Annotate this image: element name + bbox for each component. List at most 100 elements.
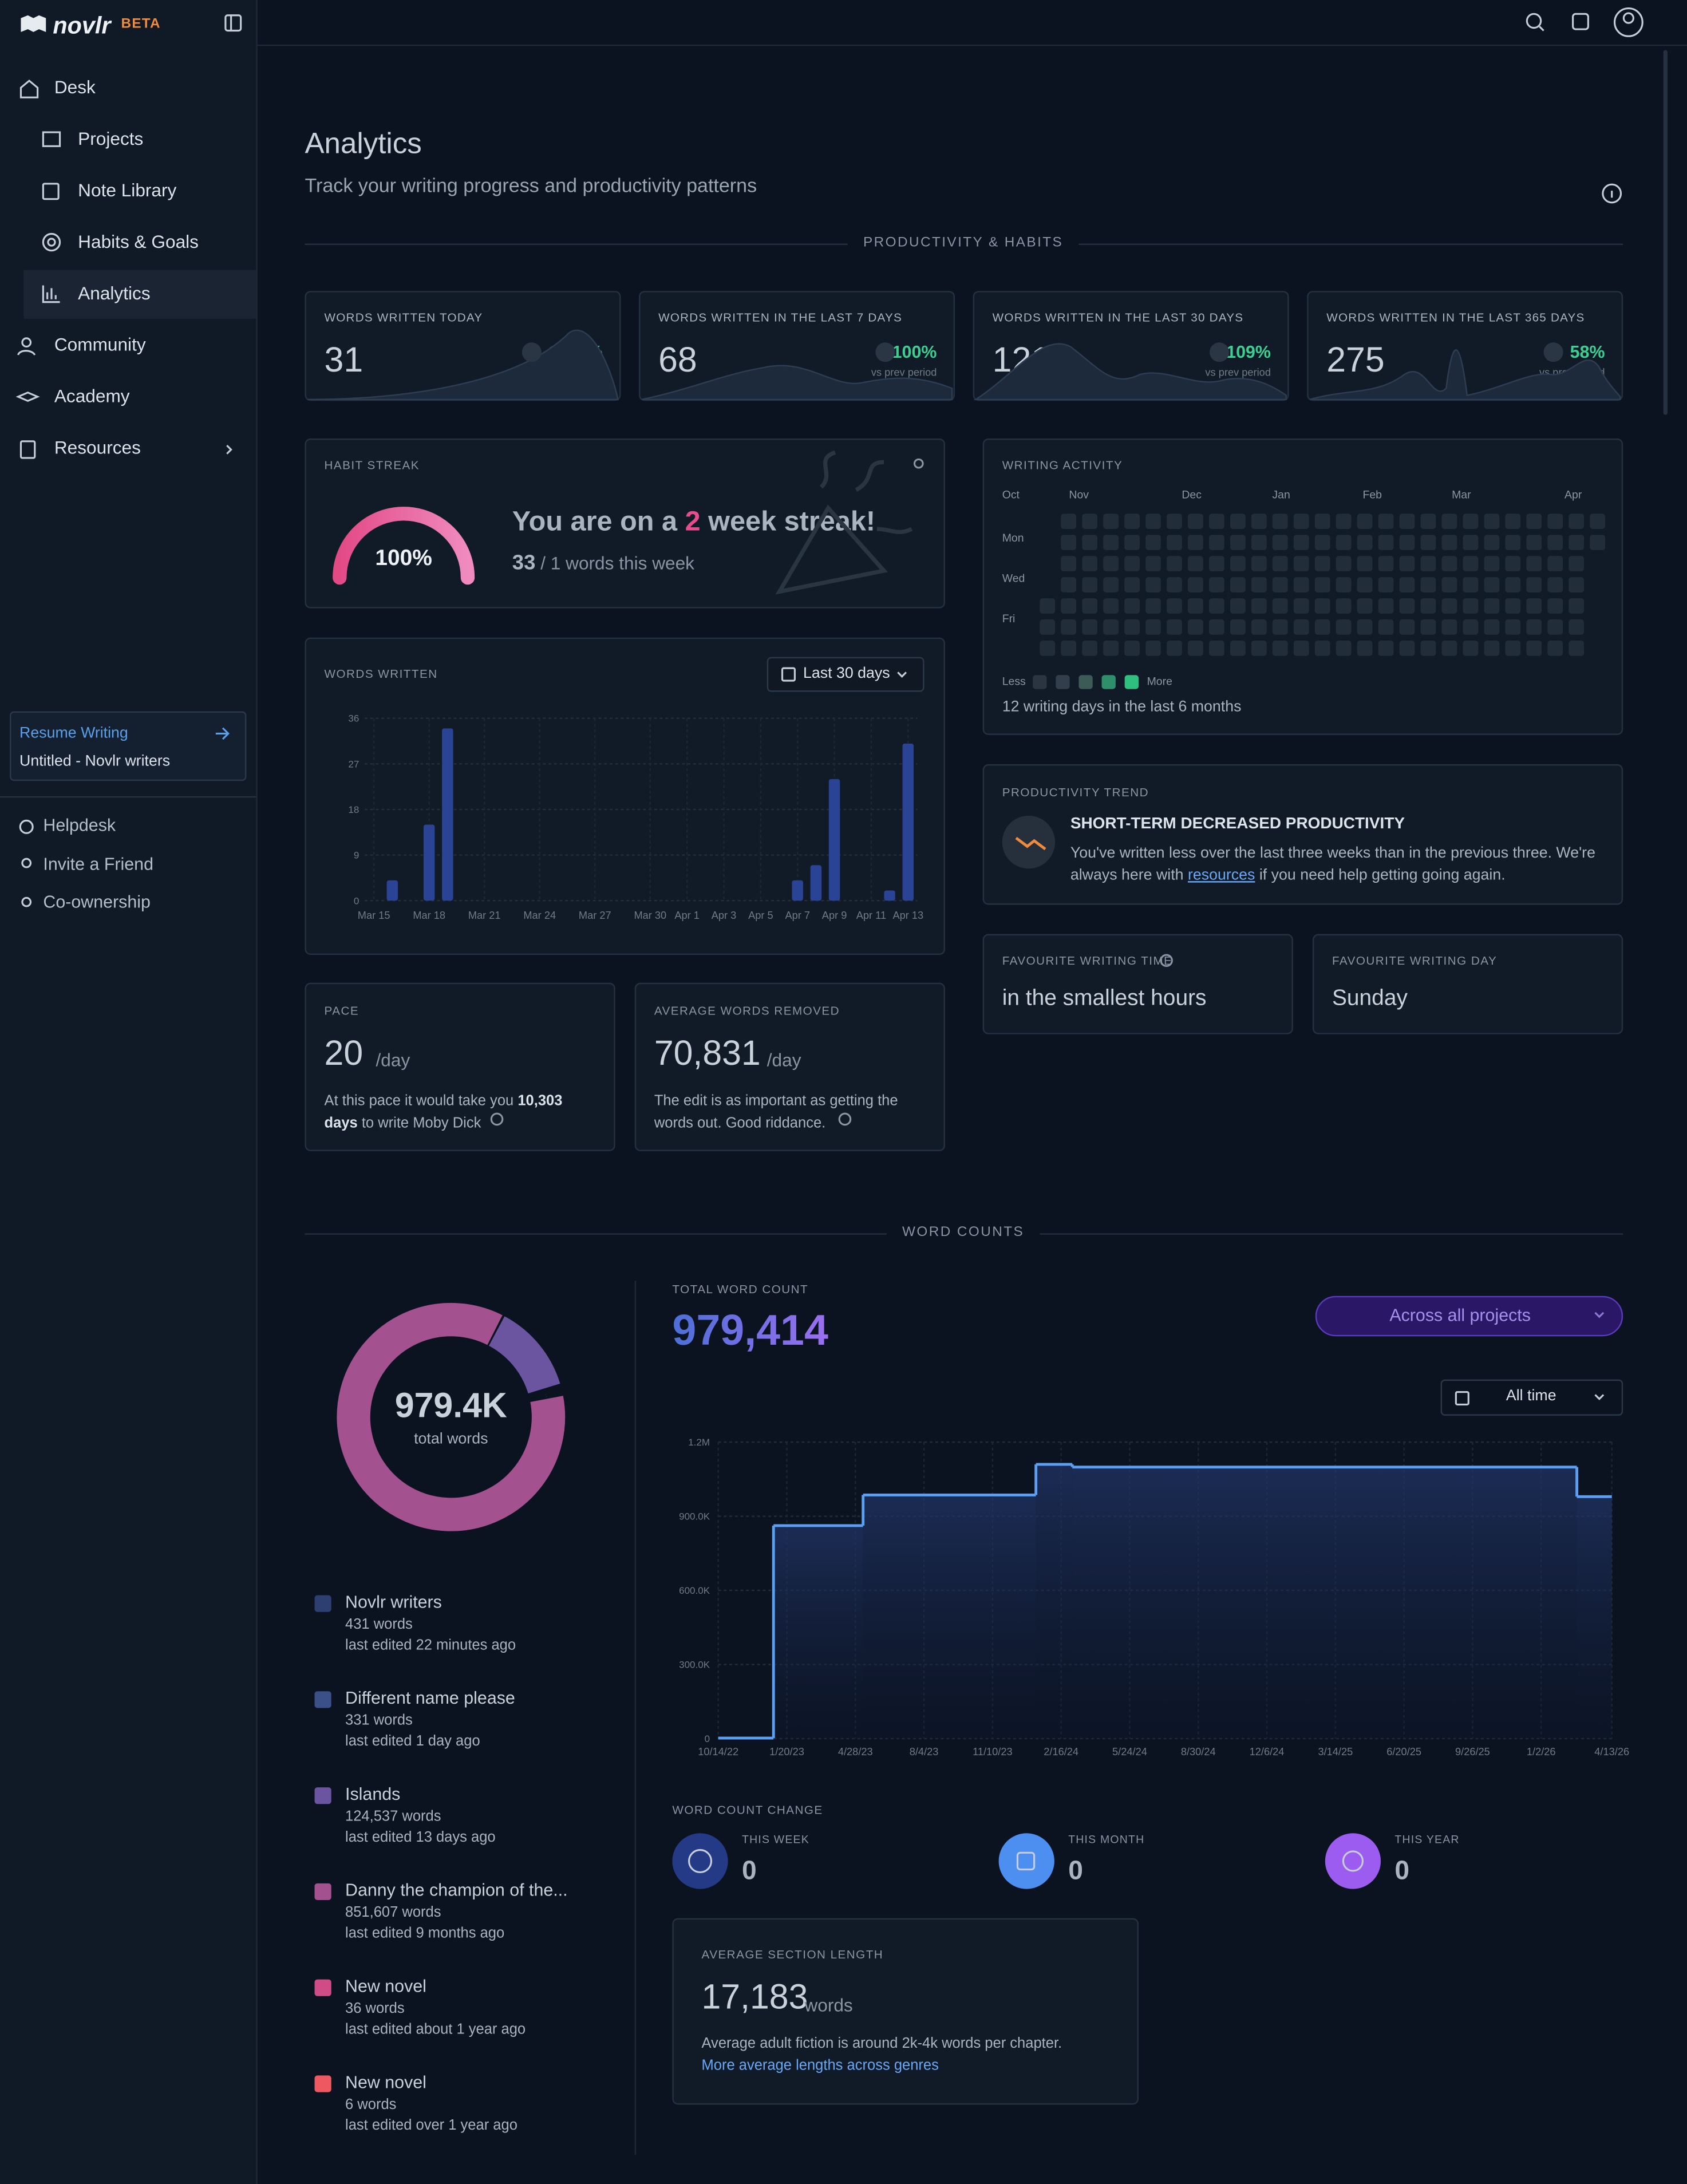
bar [884,890,895,901]
y-tick-label: 900.0K [679,1511,710,1522]
heat-cell [1547,598,1563,614]
heat-cell [1209,556,1224,571]
heat-cell [1124,535,1140,550]
heat-cell [1145,641,1161,656]
heat-cell [1294,619,1309,635]
bar [811,865,821,901]
heat-cell [1124,598,1140,614]
heat-cell [1188,641,1203,656]
y-tick-label: 9 [354,850,359,861]
heat-cell [1315,598,1330,614]
heat-cell [1315,577,1330,593]
heat-cell [1526,577,1542,593]
heat-cell [1273,535,1288,550]
bar [387,880,398,901]
heat-cell [1442,619,1457,635]
heat-cell [1188,514,1203,529]
heat-cell [1357,641,1373,656]
heat-cell [1251,577,1267,593]
area-segment [863,1495,1036,1739]
x-tick-label: 10/14/22 [698,1745,738,1758]
heat-cell [1124,577,1140,593]
heat-cell [1315,619,1330,635]
heat-cell [1315,556,1330,571]
x-tick-label: 8/4/23 [910,1745,939,1758]
x-tick-label: 3/14/25 [1318,1745,1353,1758]
heat-cell [1103,577,1119,593]
heat-cell [1188,577,1203,593]
heat-cell [1442,514,1457,529]
x-tick-label: 6/20/25 [1386,1745,1421,1758]
y-tick-label: 0 [705,1733,710,1744]
x-tick-label: 1/2/26 [1527,1745,1556,1758]
heat-cell [1209,598,1224,614]
heat-cell [1336,598,1352,614]
heat-cell [1463,535,1479,550]
heat-cell [1463,577,1479,593]
heat-cell [1421,619,1436,635]
y-tick-label: 27 [348,759,359,769]
donut-segment [497,1331,544,1388]
heat-cell [1188,619,1203,635]
x-tick-label: 9/26/25 [1455,1745,1490,1758]
heat-cell [1273,556,1288,571]
x-tick-label: 5/24/24 [1112,1745,1147,1758]
heat-cell [1547,535,1563,550]
y-tick-label: 600.0K [679,1585,710,1596]
heat-cell [1336,535,1352,550]
gauge-track [339,514,468,578]
heat-cell [1569,556,1584,571]
heat-cell [1167,641,1182,656]
heat-cell [1400,514,1415,529]
area-segment [1072,1467,1577,1739]
heat-cell [1378,598,1394,614]
heat-cell [1040,619,1055,635]
heat-cell [1421,556,1436,571]
heat-cell [1569,514,1584,529]
change-icon [1210,342,1229,362]
heat-cell [1082,556,1097,571]
heat-cell [1294,535,1309,550]
heat-cell [1336,619,1352,635]
sparkline [307,330,618,400]
heat-cell [1082,535,1097,550]
bar [424,824,434,901]
x-tick-label: 4/28/23 [838,1745,873,1758]
x-tick-label: Apr 13 [892,909,923,921]
heat-cell [1378,577,1394,593]
heat-cell [1103,641,1119,656]
heat-cell [1145,535,1161,550]
legend-cell [1056,675,1069,689]
heat-cell [1526,556,1542,571]
heat-cell [1167,514,1182,529]
heat-cell [1484,577,1499,593]
heat-cell [1251,556,1267,571]
heat-cell [1400,619,1415,635]
heat-cell [1251,535,1267,550]
heat-cell [1526,619,1542,635]
heat-cell [1336,514,1352,529]
y-tick-label: 18 [348,804,359,815]
heat-cell [1230,535,1246,550]
heat-cell [1357,619,1373,635]
heat-cell [1315,514,1330,529]
heat-cell [1103,514,1119,529]
heat-cell [1230,619,1246,635]
heat-cell [1167,577,1182,593]
heat-cell [1378,619,1394,635]
heat-cell [1145,556,1161,571]
heat-cell [1294,641,1309,656]
x-tick-label: 12/6/24 [1250,1745,1285,1758]
heat-cell [1251,641,1267,656]
heat-cell [1061,598,1076,614]
heat-cell [1040,641,1055,656]
heat-cell [1463,598,1479,614]
heat-cell [1273,619,1288,635]
heat-cell [1357,598,1373,614]
x-tick-label: 8/30/24 [1181,1745,1216,1758]
y-tick-label: 300.0K [679,1660,710,1670]
x-tick-label: Apr 5 [748,909,773,921]
x-tick-label: Apr 11 [856,909,886,921]
sparkline [642,366,952,400]
